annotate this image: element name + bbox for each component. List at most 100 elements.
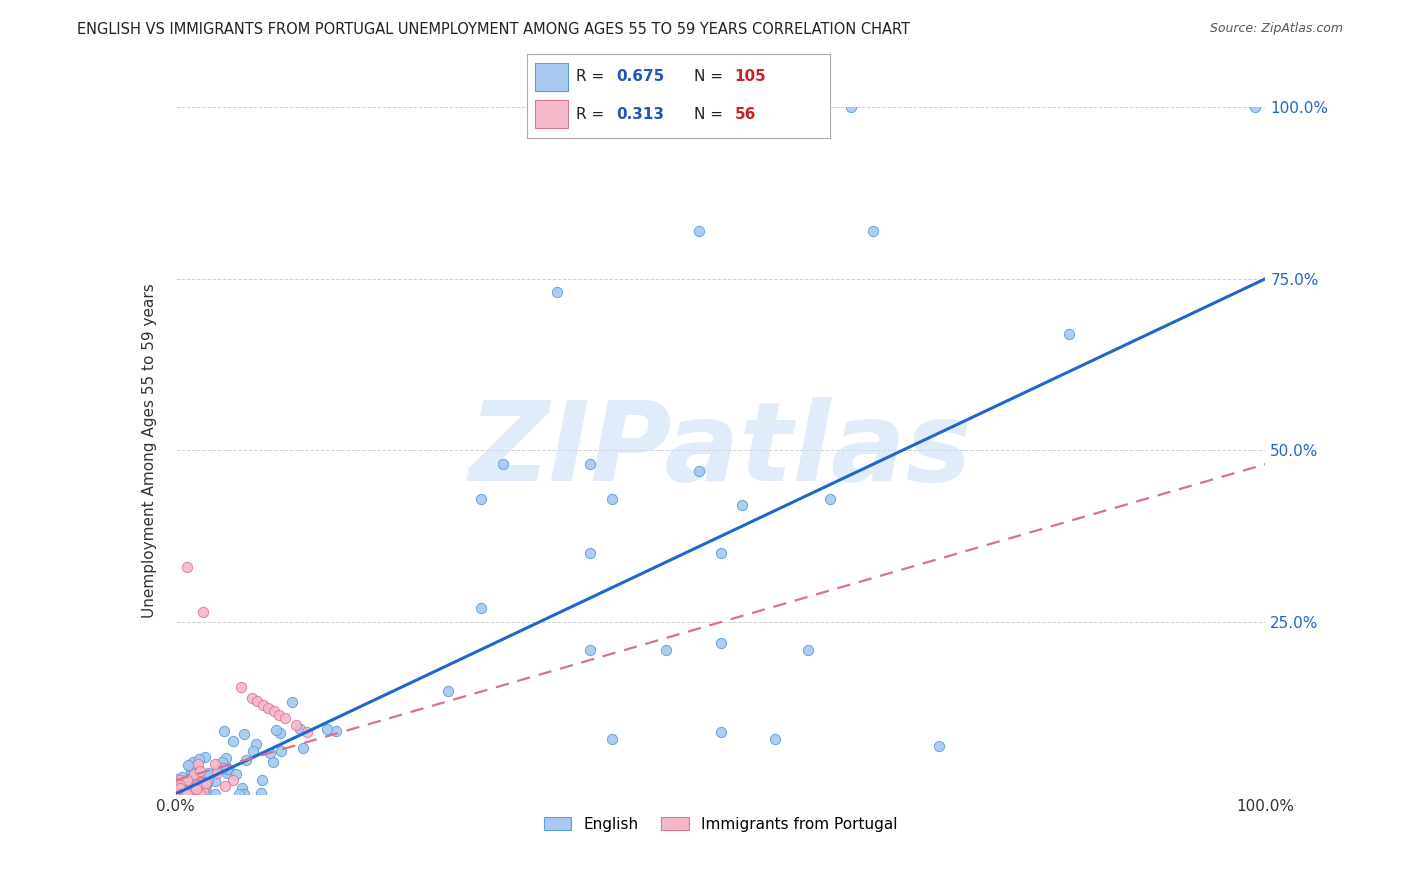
Point bbox=[231, 781, 253, 796]
Point bbox=[174, 787, 197, 801]
Point bbox=[184, 781, 207, 796]
Point bbox=[177, 758, 200, 772]
Point bbox=[169, 778, 191, 792]
FancyBboxPatch shape bbox=[534, 100, 568, 128]
Point bbox=[166, 777, 188, 791]
Point bbox=[170, 787, 193, 801]
Point bbox=[169, 780, 191, 794]
Text: R =: R = bbox=[575, 70, 609, 85]
Point bbox=[186, 787, 208, 801]
Point bbox=[841, 100, 863, 114]
Point bbox=[194, 776, 217, 790]
Point bbox=[218, 763, 240, 777]
Point bbox=[181, 755, 204, 769]
Point bbox=[166, 786, 188, 800]
Point bbox=[470, 601, 492, 615]
Point bbox=[796, 642, 818, 657]
Point bbox=[191, 784, 214, 798]
Text: Source: ZipAtlas.com: Source: ZipAtlas.com bbox=[1209, 22, 1343, 36]
Point bbox=[183, 787, 205, 801]
Point bbox=[167, 780, 190, 794]
Point bbox=[212, 723, 235, 738]
Point bbox=[177, 781, 200, 796]
Point bbox=[579, 546, 602, 561]
Point bbox=[180, 764, 202, 779]
Text: N =: N = bbox=[693, 70, 727, 85]
Point bbox=[205, 763, 228, 777]
Text: N =: N = bbox=[693, 107, 727, 121]
Point bbox=[263, 705, 285, 719]
Point bbox=[579, 457, 602, 471]
Point bbox=[183, 787, 205, 801]
Point bbox=[176, 560, 198, 574]
Point bbox=[169, 780, 191, 795]
Point bbox=[183, 785, 205, 799]
Point bbox=[181, 770, 204, 784]
Point bbox=[174, 787, 197, 801]
Point bbox=[167, 787, 190, 801]
Point bbox=[173, 787, 195, 801]
Point bbox=[269, 726, 291, 740]
Point bbox=[264, 723, 287, 738]
Point bbox=[193, 779, 215, 793]
Point bbox=[731, 499, 754, 513]
Point bbox=[179, 787, 201, 801]
Point bbox=[211, 755, 233, 769]
Point bbox=[252, 698, 274, 712]
Point bbox=[191, 605, 214, 619]
Point bbox=[176, 773, 198, 788]
Point bbox=[1243, 100, 1265, 114]
Point bbox=[292, 741, 315, 756]
Point bbox=[173, 787, 195, 801]
Point bbox=[191, 776, 214, 790]
Text: ZIPatlas: ZIPatlas bbox=[468, 397, 973, 504]
Point bbox=[186, 778, 208, 792]
Point bbox=[195, 787, 218, 801]
Point bbox=[169, 785, 191, 799]
Point bbox=[166, 787, 188, 801]
FancyBboxPatch shape bbox=[534, 62, 568, 91]
Point bbox=[325, 724, 347, 739]
Point bbox=[204, 787, 226, 801]
Point bbox=[655, 642, 678, 657]
Point bbox=[235, 754, 257, 768]
Point bbox=[193, 750, 215, 764]
Point bbox=[174, 787, 197, 801]
Point bbox=[231, 681, 253, 695]
Point bbox=[217, 765, 239, 780]
Point bbox=[259, 746, 281, 760]
Point bbox=[257, 701, 280, 715]
Point bbox=[176, 787, 198, 801]
Point bbox=[180, 771, 202, 785]
Point bbox=[195, 768, 218, 782]
Y-axis label: Unemployment Among Ages 55 to 59 years: Unemployment Among Ages 55 to 59 years bbox=[142, 283, 157, 618]
Point bbox=[188, 773, 211, 788]
Point bbox=[167, 784, 190, 798]
Point bbox=[172, 770, 194, 784]
Point bbox=[262, 755, 284, 769]
Point bbox=[173, 787, 195, 801]
Point bbox=[316, 722, 339, 736]
Text: 0.313: 0.313 bbox=[616, 107, 665, 121]
Point bbox=[212, 761, 235, 775]
Point bbox=[217, 762, 239, 776]
Point bbox=[284, 718, 307, 732]
Point bbox=[172, 776, 194, 790]
Point bbox=[249, 786, 271, 800]
Point bbox=[492, 457, 515, 471]
Point bbox=[169, 772, 191, 787]
Point bbox=[176, 787, 198, 801]
Text: 105: 105 bbox=[734, 70, 766, 85]
Point bbox=[207, 765, 229, 780]
Text: R =: R = bbox=[575, 107, 609, 121]
Point bbox=[167, 787, 190, 801]
Point bbox=[188, 776, 211, 790]
Point bbox=[174, 776, 197, 790]
Point bbox=[183, 782, 205, 797]
Text: ENGLISH VS IMMIGRANTS FROM PORTUGAL UNEMPLOYMENT AMONG AGES 55 TO 59 YEARS CORRE: ENGLISH VS IMMIGRANTS FROM PORTUGAL UNEM… bbox=[77, 22, 910, 37]
Point bbox=[174, 787, 197, 801]
Point bbox=[600, 491, 623, 506]
Point bbox=[191, 785, 214, 799]
Point bbox=[170, 787, 193, 801]
Point bbox=[546, 285, 568, 300]
